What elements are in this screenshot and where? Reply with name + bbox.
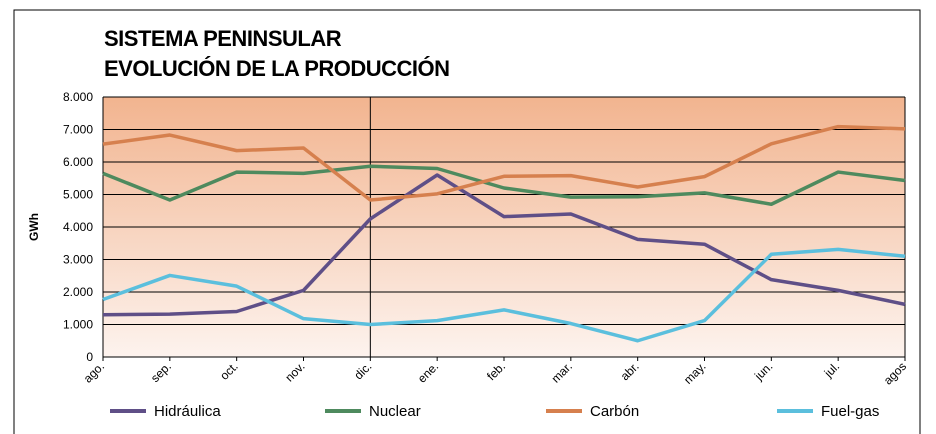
legend-label: Fuel-gas (821, 403, 879, 420)
series-line (102, 247, 906, 343)
x-tick-label: ago. (81, 359, 107, 385)
x-tick-label: feb. (484, 359, 508, 383)
chart-title: EVOLUCIÓN DE LA PRODUCCIÓN (104, 56, 450, 81)
x-tick-label: agos (881, 359, 909, 387)
frame (13, 9, 921, 434)
chart-title: SISTEMA PENINSULAR (104, 26, 342, 51)
y-tick-label: 0 (86, 350, 93, 364)
x-tick-label: oct. (217, 359, 241, 383)
y-tick-label: 8.000 (63, 90, 93, 104)
y-tick-label: 1.000 (63, 318, 93, 332)
series-line (102, 173, 906, 317)
y-tick-label: 3.000 (63, 253, 93, 267)
x-tick-label: may. (681, 359, 709, 387)
x-tick-label: abr. (618, 359, 642, 383)
series-line (102, 124, 906, 202)
y-tick-label: 4.000 (63, 220, 93, 234)
x-tick-label: mar. (549, 359, 575, 385)
legend-label: Hidráulica (154, 403, 221, 420)
legend-label: Carbón (590, 403, 639, 420)
series-line (102, 164, 906, 206)
x-tick-label: ene. (415, 359, 441, 385)
x-tick-label: sep. (148, 359, 174, 385)
x-tick-label: jul. (821, 359, 842, 380)
y-axis-label: GWh (27, 213, 41, 241)
x-tick-label: jun. (751, 359, 775, 383)
y-tick-label: 7.000 (63, 123, 93, 137)
x-tick-label: nov. (282, 359, 307, 384)
y-tick-label: 2.000 (63, 285, 93, 299)
y-tick-label: 5.000 (63, 188, 93, 202)
legend-label: Nuclear (369, 403, 421, 420)
y-tick-label: 6.000 (63, 155, 93, 169)
x-tick-label: dic. (351, 359, 374, 382)
